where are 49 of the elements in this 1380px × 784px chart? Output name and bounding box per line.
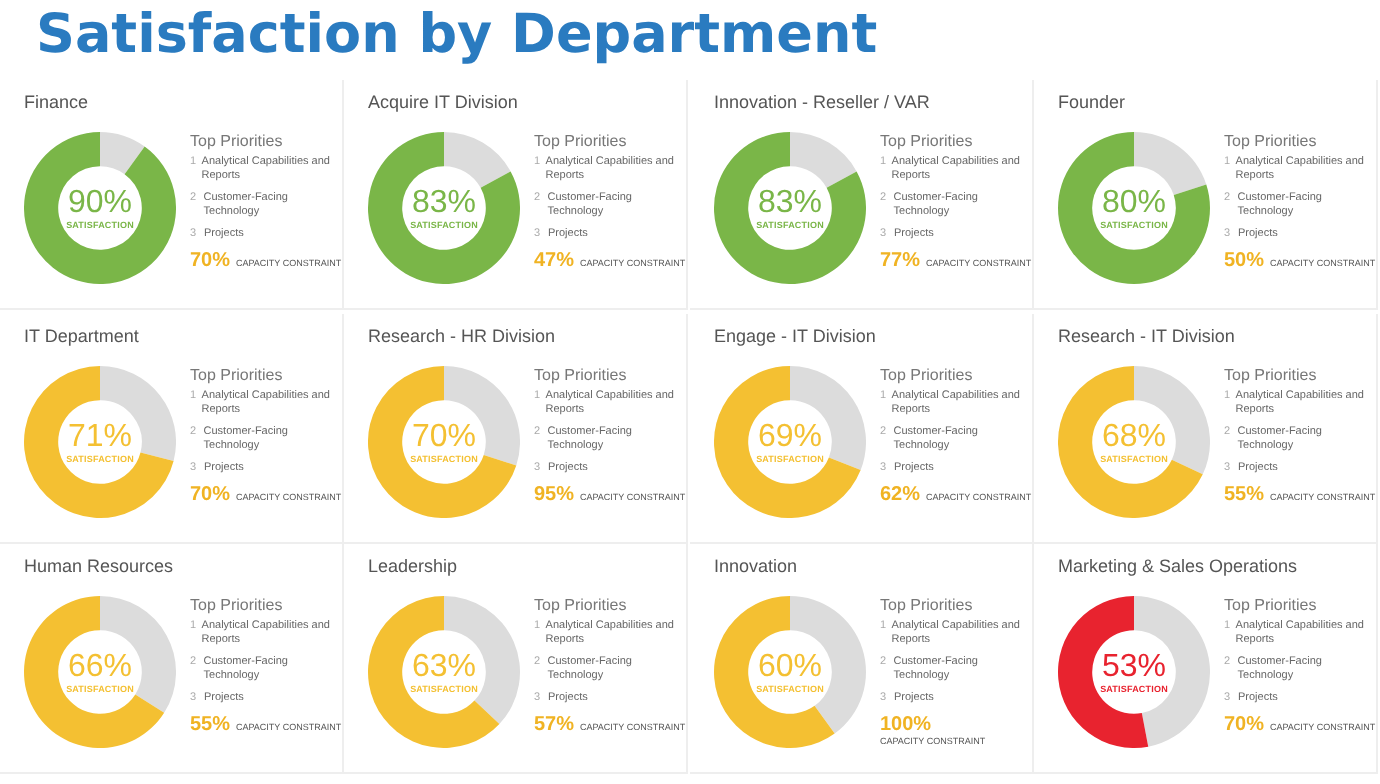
text: Top Priorities <box>534 596 629 614</box>
text: Top Priorities <box>190 132 285 150</box>
text: Top Priorities <box>880 132 975 150</box>
data-label: 63% <box>411 649 477 683</box>
text: Satisfaction by Department <box>36 4 878 66</box>
chart-subtitle: Engage - IT Division <box>714 326 876 346</box>
data-label: 70% <box>411 419 477 453</box>
chart-subtitle: Research - IT Division <box>1058 326 1235 346</box>
data-label: 71% <box>67 419 133 453</box>
data-label: 90% <box>67 185 133 219</box>
text: Top Priorities <box>1224 596 1319 614</box>
text: 55% <box>1224 484 1265 506</box>
chart-subtitle: Innovation <box>714 556 798 576</box>
text: 57% <box>534 714 575 736</box>
text: 47% <box>534 250 575 272</box>
data-label: 66% <box>67 649 133 683</box>
chart-subtitle: Research - HR Division <box>368 326 556 346</box>
text: 100% <box>880 714 932 736</box>
text: 62% <box>880 484 921 506</box>
chart-subtitle: Leadership <box>368 556 458 576</box>
text: Top Priorities <box>880 596 975 614</box>
chart-subtitle: Finance <box>24 92 89 112</box>
text: 70% <box>1224 714 1265 736</box>
chart-subtitle: Innovation - Reseller / VAR <box>714 92 930 112</box>
data-label: 83% <box>757 185 823 219</box>
text: Top Priorities <box>534 366 629 384</box>
text: Top Priorities <box>190 366 285 384</box>
text: Top Priorities <box>190 596 285 614</box>
data-label: 53% <box>1101 649 1167 683</box>
chart-subtitle: Marketing & Sales Operations <box>1058 556 1298 576</box>
text: Top Priorities <box>1224 132 1319 150</box>
text: 95% <box>534 484 575 506</box>
chart-subtitle: Acquire IT Division <box>368 92 518 112</box>
data-label: 80% <box>1101 185 1167 219</box>
text: Top Priorities <box>880 366 975 384</box>
data-label: 60% <box>757 649 823 683</box>
data-label: 83% <box>411 185 477 219</box>
text: Top Priorities <box>534 132 629 150</box>
chart-subtitle: IT Department <box>24 326 139 346</box>
chart-subtitle: Founder <box>1058 92 1126 112</box>
data-label: 69% <box>757 419 823 453</box>
text: 55% <box>190 714 231 736</box>
text: 50% <box>1224 250 1265 272</box>
chart-subtitle: Human Resources <box>24 556 174 576</box>
text: 70% <box>190 250 231 272</box>
text: Top Priorities <box>1224 366 1319 384</box>
text: 70% <box>190 484 231 506</box>
data-label: 68% <box>1101 419 1167 453</box>
text: 77% <box>880 250 921 272</box>
